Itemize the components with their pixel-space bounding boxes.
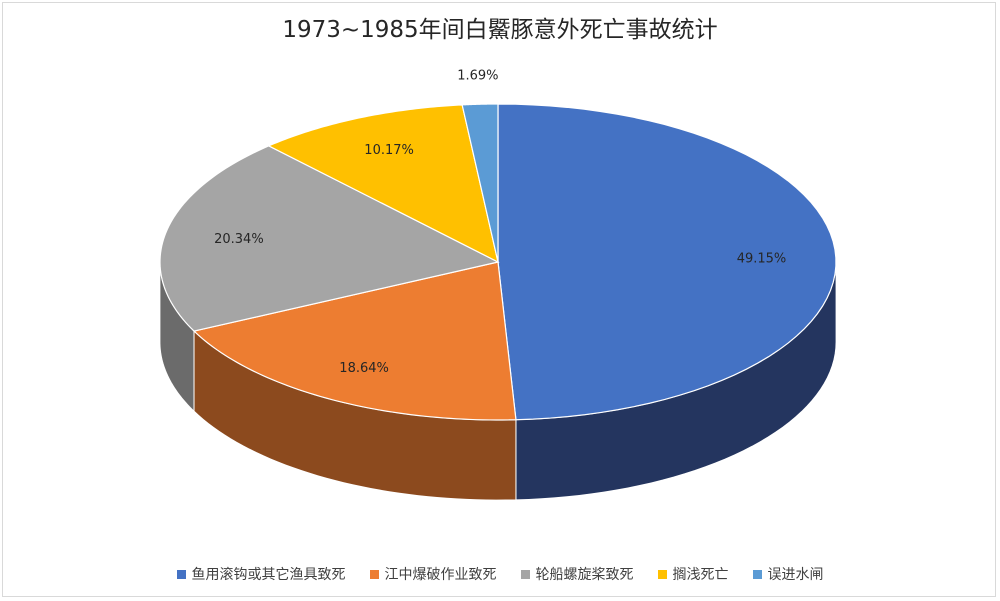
chart-legend: 鱼用滚钩或其它渔具致死 江中爆破作业致死 轮船螺旋桨致死 搁浅死亡 误进水闸 bbox=[0, 564, 1000, 584]
legend-item-blasting: 江中爆破作业致死 bbox=[369, 564, 497, 584]
data-label-stranding: 10.17% bbox=[364, 143, 414, 158]
legend-item-fishing-gear: 鱼用滚钩或其它渔具致死 bbox=[176, 564, 346, 584]
legend-label: 搁浅死亡 bbox=[672, 567, 729, 583]
pie-slice-propeller bbox=[159, 145, 500, 332]
legend-swatch bbox=[657, 569, 667, 579]
legend-label: 误进水闸 bbox=[767, 567, 824, 583]
legend-item-sluice: 误进水闸 bbox=[752, 564, 824, 584]
pie-slice-sluice bbox=[461, 103, 499, 263]
legend-item-stranding: 搁浅死亡 bbox=[657, 564, 729, 584]
pie-slice-stranding bbox=[267, 104, 499, 264]
pie-labels: 49.15% 18.64% 20.34% 10.17% 1.69% bbox=[214, 68, 786, 376]
legend-label: 鱼用滚钩或其它渔具致死 bbox=[191, 567, 346, 583]
data-label-blasting: 18.64% bbox=[339, 361, 389, 376]
legend-swatch bbox=[752, 569, 762, 579]
legend-swatch bbox=[369, 569, 379, 579]
data-label-fishing-gear: 49.15% bbox=[737, 252, 787, 267]
data-label-propeller: 20.34% bbox=[214, 232, 264, 247]
pie-slice-blasting bbox=[192, 261, 517, 421]
pie-slice-fishing-gear bbox=[497, 103, 837, 421]
data-label-sluice: 1.69% bbox=[457, 68, 498, 83]
legend-swatch bbox=[176, 569, 186, 579]
legend-swatch bbox=[520, 569, 530, 579]
legend-label: 江中爆破作业致死 bbox=[384, 567, 497, 583]
legend-item-propeller: 轮船螺旋桨致死 bbox=[520, 564, 634, 584]
legend-label: 轮船螺旋桨致死 bbox=[535, 567, 634, 583]
chart-title: 1973~1985年间白鱀豚意外死亡事故统计 bbox=[282, 17, 718, 43]
pie-tops bbox=[159, 103, 837, 421]
